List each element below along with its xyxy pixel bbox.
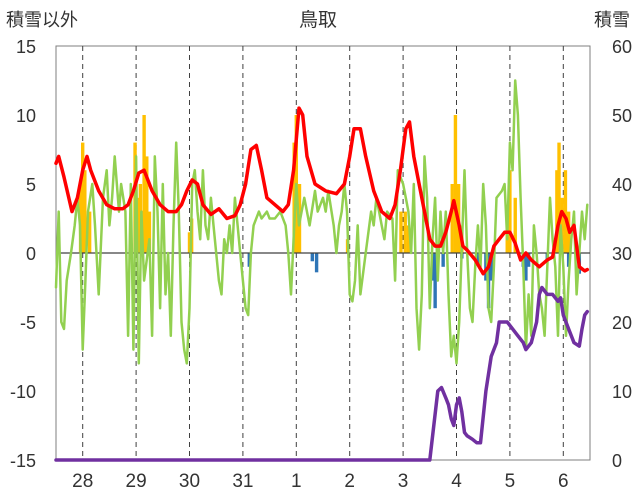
left-y-tick-label: 15 (16, 37, 36, 57)
snow-change-bar (566, 253, 571, 267)
snow-change-bar (484, 253, 488, 281)
snow-change-bar (314, 253, 319, 273)
right-y-tick-label: 20 (612, 313, 632, 333)
right-axis-title: 積雪 (594, 10, 630, 30)
right-y-tick-label: 30 (612, 244, 632, 264)
snow-change-bar (441, 253, 445, 267)
left-y-tick-label: 5 (26, 175, 36, 195)
wind-series-line (54, 79, 589, 365)
precip-bar (83, 170, 87, 253)
precip-bar (563, 170, 568, 253)
x-tick-label: 6 (558, 471, 569, 492)
precip-bar (450, 184, 454, 253)
x-tick-label: 28 (72, 471, 93, 492)
x-tick-label: 1 (291, 471, 302, 492)
snow-change-bar (489, 253, 493, 281)
snow-change-bar (247, 253, 252, 267)
right-y-tick-label: 0 (612, 451, 622, 471)
precip-bar (406, 225, 411, 253)
right-y-tick-label: 60 (612, 37, 632, 57)
precip-bar (513, 197, 517, 253)
left-y-tick-label: -5 (20, 313, 36, 333)
x-tick-label: 4 (451, 471, 462, 492)
precip-bar (145, 156, 149, 253)
precip-bar (187, 232, 192, 253)
left-y-tick-label: 10 (16, 106, 36, 126)
precip-bar (508, 170, 512, 253)
snow-change-bar (310, 253, 315, 262)
snow-change-bar (526, 253, 531, 267)
right-y-tick-label: 50 (612, 106, 632, 126)
x-tick-label: 31 (232, 471, 253, 492)
snow-change-bar (433, 253, 437, 309)
left-y-tick-label: -15 (10, 451, 36, 471)
left-axis-title: 積雪以外 (6, 10, 78, 30)
precip-bar (557, 142, 561, 253)
left-y-tick-label: -10 (10, 382, 36, 402)
right-y-tick-label: 10 (612, 382, 632, 402)
x-tick-label: 5 (505, 471, 516, 492)
precip-bar (555, 170, 559, 253)
x-tick-label: 29 (126, 471, 147, 492)
chart-title: 鳥取 (299, 9, 337, 31)
x-tick-label: 2 (344, 471, 355, 492)
precip-bar (81, 142, 85, 253)
x-tick-label: 3 (398, 471, 409, 492)
x-tick-label: 30 (179, 471, 200, 492)
left-y-tick-label: 0 (26, 244, 36, 264)
snow-change-bar (524, 253, 528, 281)
precip-bar (292, 142, 296, 253)
precip-bar (399, 211, 403, 253)
precip-bar (453, 115, 458, 253)
precip-bar (142, 115, 146, 253)
temperature-series-line (54, 106, 590, 276)
right-y-tick-label: 40 (612, 175, 632, 195)
precip-bar (87, 211, 92, 253)
snow_depth-series-line (54, 285, 590, 462)
precip-bar (560, 197, 564, 253)
snow-change-bar (476, 253, 480, 265)
precip-bar (147, 211, 152, 253)
precip-bar (403, 211, 407, 253)
